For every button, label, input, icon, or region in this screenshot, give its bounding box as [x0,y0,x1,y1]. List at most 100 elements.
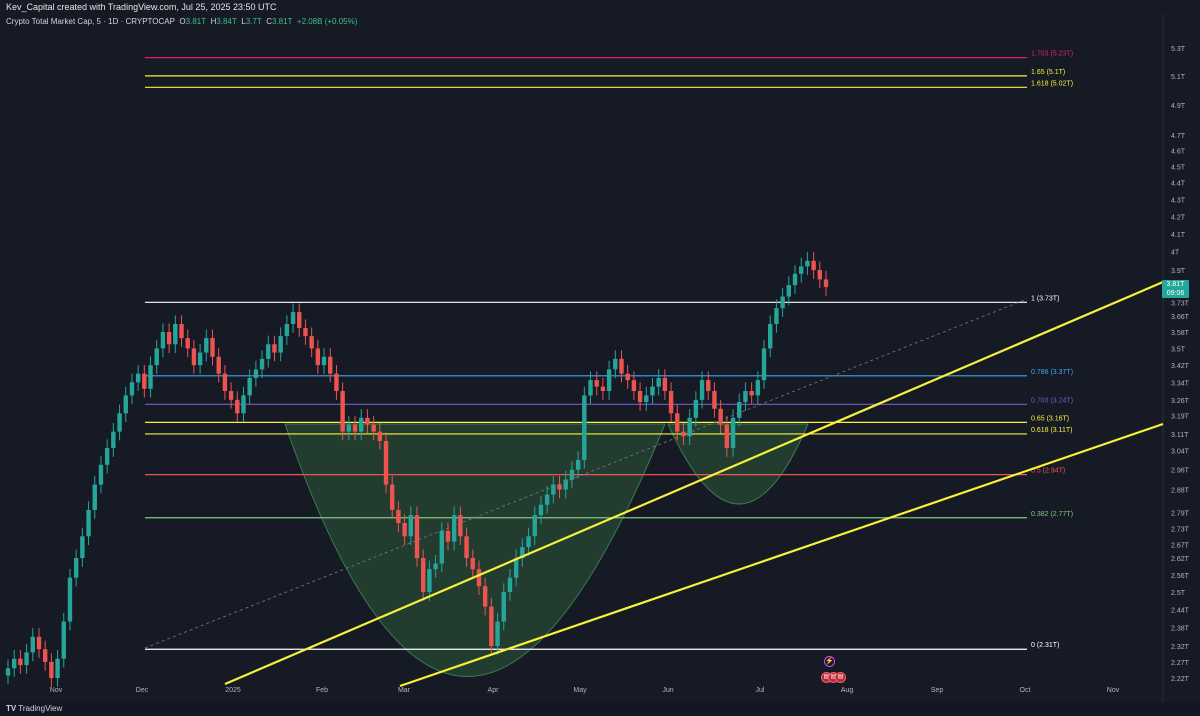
price-axis[interactable]: 5.3T 5.1T 4.9T 4.7T 4.6T 4.5T 4.4T 4.3T 4.2T 4.1T… [1171,46,1190,683]
price-tick: 3.66T [1171,314,1190,321]
candle-body [762,348,766,380]
candle-body [179,324,183,338]
fib-label: 0.382 (2.77T) [1031,511,1073,518]
candle-body [570,470,574,480]
fib-label: 0.786 (3.37T) [1031,369,1073,376]
candle-body [353,425,357,432]
candle-body [322,357,326,365]
price-tick: 2.32T [1171,644,1190,651]
candle-body [824,279,828,287]
candle-body [260,359,264,370]
candle-body [694,400,698,418]
candle-body [328,357,332,374]
candle-body [378,432,382,441]
candle-body [266,344,270,359]
tv-logo-icon: TV [6,704,16,713]
candle-body [663,378,667,391]
fib-label: 1.65 (5.1T) [1031,69,1065,76]
candle-body [712,391,716,409]
dashed-trendline[interactable] [145,299,1027,648]
candle-body [210,338,214,357]
trendlines[interactable] [145,282,1163,686]
price-tick: 4.2T [1171,214,1186,221]
tradingview-logo[interactable]: TV TradingView [6,704,62,713]
candle-body [427,569,431,592]
fib-label: 1 (3.73T) [1031,295,1059,302]
candle-body [334,374,338,391]
candle-body [650,387,654,396]
candle-body [365,418,369,425]
candle-body [384,441,388,485]
candle-body [105,448,109,465]
tradingview-brand: TradingView [18,704,62,713]
candle-body [396,510,400,523]
fibonacci-levels[interactable]: 1.703 (5.23T) 1.65 (5.1T) 1.618 (5.02T) 1 (… [145,51,1073,650]
candle-body [359,418,363,432]
candle-body [768,324,772,348]
chart-attribution: Kev_Capital created with TradingView.com… [6,2,276,12]
fib-label: 0.618 (3.11T) [1031,427,1073,434]
candle-body [167,332,171,344]
price-chart[interactable]: 1.703 (5.23T) 1.65 (5.1T) 1.618 (5.02T) 1 (… [0,14,1200,702]
candle-body [272,344,276,352]
price-tick: 2.27T [1171,660,1190,667]
candle-body [24,652,28,665]
time-axis[interactable]: Nov Dec 2025 Feb Mar Apr May Jun Jul Aug Sep Oct Nov [50,687,1120,694]
candle-body [74,558,78,578]
candle-body [43,649,47,662]
top-bar: Kev_Capital created with TradingView.com… [0,0,1200,14]
candle-body [601,387,605,391]
price-tick: 3.26T [1171,398,1190,405]
price-tick: 2.73T [1171,526,1190,533]
price-tick: 2.96T [1171,468,1190,475]
price-tick: 3.19T [1171,414,1190,421]
candle-body [557,485,561,490]
candle-body [774,308,778,324]
price-tick: 2.44T [1171,608,1190,615]
candle-body [18,659,22,665]
candle-body [632,380,636,391]
time-tick: Sep [931,687,944,694]
price-tick: 4.4T [1171,181,1186,188]
candle-body [161,332,165,348]
candle-body [235,400,239,413]
price-tick: 3.5T [1171,346,1186,353]
candle-body [99,465,103,485]
current-price-tag: 3.81T 09:06 [1162,280,1189,298]
candle-body [93,485,97,510]
candle-body [811,261,815,270]
candle-body [86,510,90,536]
us-flag-icon[interactable]: ▤ [835,672,846,683]
candle-body [6,668,10,675]
candle-body [316,348,320,365]
candle-body [155,348,159,365]
candle-body [241,395,245,413]
candle-body [390,485,394,510]
price-tick: 4.5T [1171,164,1186,171]
price-tick: 2.79T [1171,511,1190,518]
candle-body [502,592,506,622]
time-tick: 2025 [225,687,241,694]
candle-body [625,374,629,380]
candle-body [471,558,475,569]
price-tick: 3.11T [1171,432,1189,439]
candle-body [421,558,425,592]
price-tick: 2.38T [1171,626,1190,633]
candle-body [117,413,121,431]
time-tick: Jun [662,687,673,694]
candle-body [173,324,177,344]
lightning-icon[interactable]: ⚡ [824,656,835,667]
fib-label: 0.703 (3.24T) [1031,397,1073,404]
candle-body [340,391,344,432]
time-tick: Feb [316,687,328,694]
price-tick: 3.58T [1171,330,1190,337]
candle-body [124,395,128,413]
candle-body [464,536,468,558]
candle-body [415,515,419,558]
price-tick: 3.9T [1171,268,1186,275]
candle-body [495,622,499,647]
candle-body [787,285,791,296]
candle-body [297,312,301,328]
candle-body [111,432,115,448]
candle-body [371,425,375,432]
